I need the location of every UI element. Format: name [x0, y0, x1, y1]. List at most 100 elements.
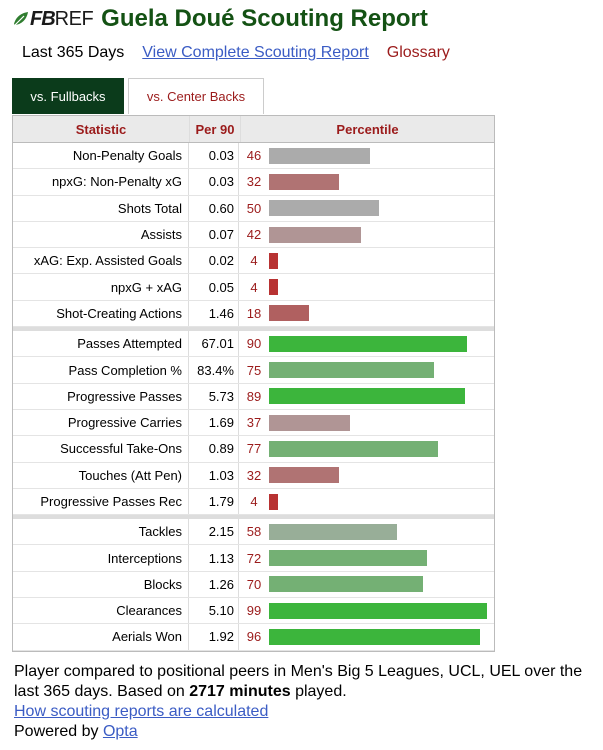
note-text-a: Player compared to positional peers in M…	[14, 663, 583, 700]
table-header: Statistic Per 90 Percentile	[13, 116, 494, 143]
stat-name: Progressive Passes	[13, 383, 189, 409]
percentile-bar	[269, 602, 487, 619]
per90-value: 83.4%	[189, 357, 239, 383]
percentile-value: 99	[246, 603, 262, 619]
table-row: Pass Completion % 83.4% 75	[13, 357, 494, 384]
percentile-cell: 18	[239, 301, 494, 326]
col-header-per90[interactable]: Per 90	[190, 116, 241, 142]
percentile-cell: 4	[239, 489, 494, 514]
col-header-percentile[interactable]: Percentile	[336, 121, 399, 137]
per90-value: 0.60	[189, 195, 239, 221]
col-header-statistic[interactable]: Statistic	[13, 116, 190, 142]
powered-by-label: Powered by	[14, 723, 103, 740]
percentile-value: 77	[246, 441, 262, 457]
percentile-bar	[269, 226, 361, 243]
stat-name: npxG + xAG	[13, 274, 189, 300]
fbref-leaf-icon	[14, 12, 28, 26]
per90-value: 0.89	[189, 436, 239, 462]
stat-name: Shots Total	[13, 195, 189, 221]
per90-value: 0.02	[189, 248, 239, 274]
percentile-bar	[269, 147, 370, 164]
percentile-cell: 42	[239, 222, 494, 247]
percentile-cell: 89	[239, 384, 494, 409]
percentile-value: 96	[246, 629, 262, 645]
how-calculated-link[interactable]: How scouting reports are calculated	[14, 703, 269, 720]
scouting-table: Statistic Per 90 Percentile Non-Penalty …	[12, 115, 495, 652]
percentile-bar	[269, 173, 339, 190]
logo-ref-text: REF	[54, 7, 94, 30]
percentile-value: 42	[246, 227, 262, 243]
table-row: Aerials Won 1.92 96	[13, 624, 494, 651]
percentile-cell: 70	[239, 572, 494, 597]
percentile-cell: 72	[239, 545, 494, 570]
percentile-value: 4	[250, 253, 258, 269]
percentile-bar	[269, 493, 278, 510]
table-row: Non-Penalty Goals 0.03 46	[13, 143, 494, 170]
percentile-bar	[269, 628, 480, 645]
stat-name: Assists	[13, 221, 189, 248]
percentile-bar	[269, 388, 465, 405]
percentile-cell: 90	[239, 331, 494, 356]
table-row: Progressive Carries 1.69 37	[13, 409, 494, 437]
per90-value: 0.05	[189, 274, 239, 300]
table-row: Tackles 2.15 58	[13, 519, 494, 546]
fbref-logo[interactable]: FB REF	[12, 7, 94, 31]
per90-value: 0.03	[189, 143, 239, 169]
stat-name: Non-Penalty Goals	[13, 143, 189, 169]
stat-name: Pass Completion %	[13, 357, 189, 383]
percentile-bar	[269, 335, 467, 352]
per90-value: 1.92	[189, 624, 239, 650]
table-row: npxG + xAG 0.05 4	[13, 274, 494, 301]
page-header: FB REF Guela Doué Scouting Report	[12, 4, 428, 34]
stat-name: Aerials Won	[13, 624, 189, 650]
table-row: Shots Total 0.60 50	[13, 195, 494, 222]
percentile-value: 18	[246, 305, 262, 321]
table-row: xAG: Exp. Assisted Goals 0.02 4	[13, 248, 494, 275]
percentile-value: 89	[246, 388, 262, 404]
per90-value: 1.13	[189, 545, 239, 571]
percentile-bar	[269, 362, 434, 379]
table-row: Progressive Passes Rec 1.79 4	[13, 488, 494, 516]
percentile-cell: 58	[239, 519, 494, 544]
stat-name: npxG: Non-Penalty xG	[13, 169, 189, 195]
percentile-cell: 32	[239, 169, 494, 194]
stat-name: xAG: Exp. Assisted Goals	[13, 248, 189, 274]
table-row: Assists 0.07 42	[13, 221, 494, 249]
percentile-bar	[269, 467, 339, 484]
percentile-cell: 99	[239, 598, 494, 623]
percentile-value: 58	[246, 524, 262, 540]
percentile-cell: 32	[239, 463, 494, 488]
per90-value: 1.46	[189, 300, 239, 327]
opta-link[interactable]: Opta	[102, 723, 138, 740]
tab-vs-center-backs[interactable]: vs. Center Backs	[128, 78, 264, 114]
percentile-cell: 96	[239, 624, 494, 649]
table-row: Blocks 1.26 70	[13, 571, 494, 599]
percentile-value: 37	[246, 415, 262, 431]
glossary-link[interactable]: Glossary	[386, 44, 450, 61]
per90-value: 1.03	[189, 462, 239, 488]
percentile-value: 4	[250, 494, 258, 509]
stat-name: Passes Attempted	[13, 331, 189, 357]
per90-value: 5.73	[189, 383, 239, 409]
table-row: Progressive Passes 5.73 89	[13, 383, 494, 410]
stat-name: Shot-Creating Actions	[13, 300, 189, 327]
percentile-bar	[269, 523, 397, 540]
per90-value: 1.26	[189, 571, 239, 598]
stat-name: Touches (Att Pen)	[13, 462, 189, 488]
report-footer: Player compared to positional peers in M…	[14, 662, 599, 742]
complete-report-link[interactable]: View Complete Scouting Report	[142, 44, 369, 61]
per90-value: 0.03	[189, 169, 239, 195]
percentile-value: 75	[246, 362, 262, 378]
tab-vs-fullbacks[interactable]: vs. Fullbacks	[12, 78, 124, 114]
comparison-tabs: vs. Fullbacks vs. Center Backs	[12, 78, 268, 114]
comparison-note: Player compared to positional peers in M…	[14, 662, 599, 702]
table-row: Interceptions 1.13 72	[13, 545, 494, 572]
percentile-cell: 75	[239, 357, 494, 382]
percentile-bar	[269, 200, 379, 217]
table-row: npxG: Non-Penalty xG 0.03 32	[13, 169, 494, 196]
percentile-cell: 50	[239, 196, 494, 221]
stat-name: Blocks	[13, 571, 189, 598]
percentile-bar	[269, 550, 427, 567]
percentile-cell: 77	[239, 436, 494, 461]
group-separator	[13, 515, 494, 520]
